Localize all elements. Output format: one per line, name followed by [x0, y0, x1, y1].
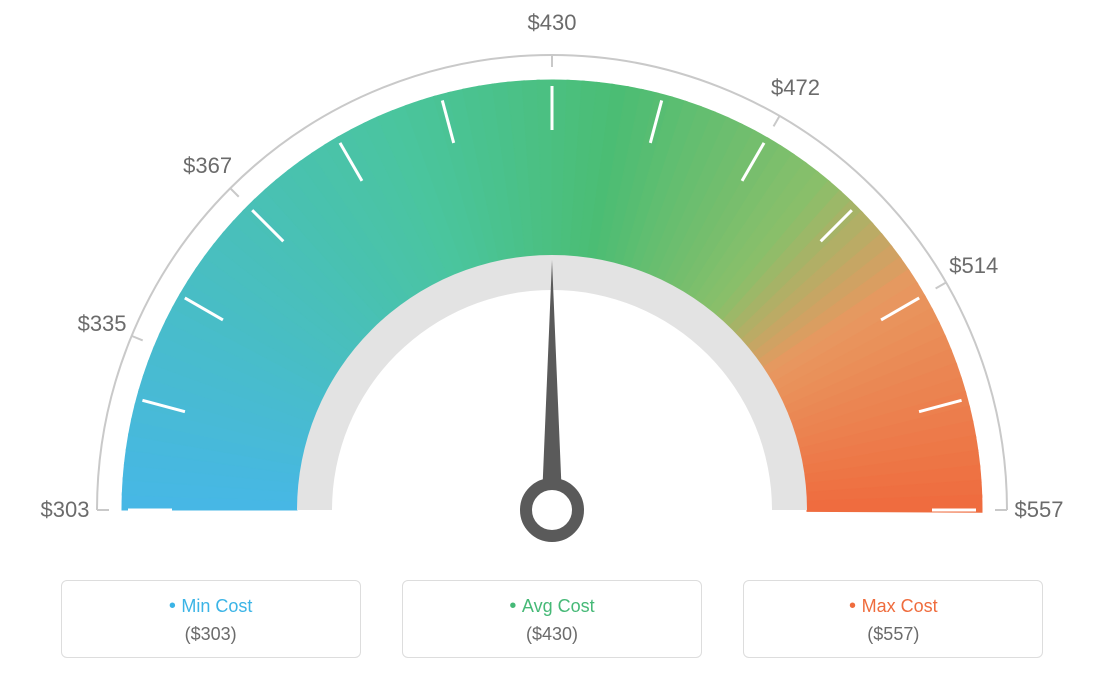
scale-label: $367	[183, 153, 232, 179]
legend-title-max: Max Cost	[744, 595, 1042, 618]
scale-label: $472	[771, 75, 820, 101]
gauge-svg	[0, 0, 1104, 560]
legend-card-max: Max Cost ($557)	[743, 580, 1043, 658]
legend-title-avg: Avg Cost	[403, 595, 701, 618]
legend-row: Min Cost ($303) Avg Cost ($430) Max Cost…	[0, 580, 1104, 658]
legend-value-avg: ($430)	[403, 624, 701, 645]
legend-value-min: ($303)	[62, 624, 360, 645]
scale-label: $514	[949, 253, 998, 279]
gauge-chart: $303 $335 $367 $430 $472 $514 $557	[0, 0, 1104, 560]
scale-label: $303	[41, 497, 90, 523]
legend-title-min: Min Cost	[62, 595, 360, 618]
scale-label: $430	[528, 10, 577, 36]
legend-card-min: Min Cost ($303)	[61, 580, 361, 658]
legend-value-max: ($557)	[744, 624, 1042, 645]
legend-card-avg: Avg Cost ($430)	[402, 580, 702, 658]
scale-label: $557	[1015, 497, 1064, 523]
scale-label: $335	[78, 311, 127, 337]
